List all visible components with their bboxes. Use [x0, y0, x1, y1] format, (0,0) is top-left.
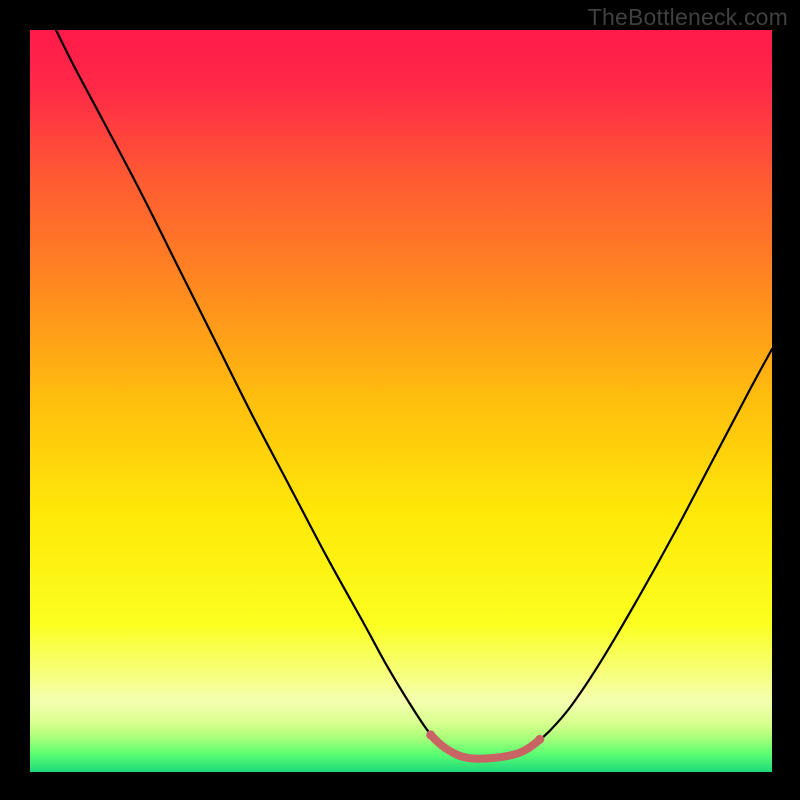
series-sweet-spot-highlight-marker	[535, 735, 544, 744]
bottleneck-chart	[0, 0, 800, 800]
chart-container: TheBottleneck.com	[0, 0, 800, 800]
watermark-label: TheBottleneck.com	[588, 4, 788, 31]
series-sweet-spot-highlight-marker	[426, 730, 435, 739]
plot-background	[30, 30, 772, 772]
